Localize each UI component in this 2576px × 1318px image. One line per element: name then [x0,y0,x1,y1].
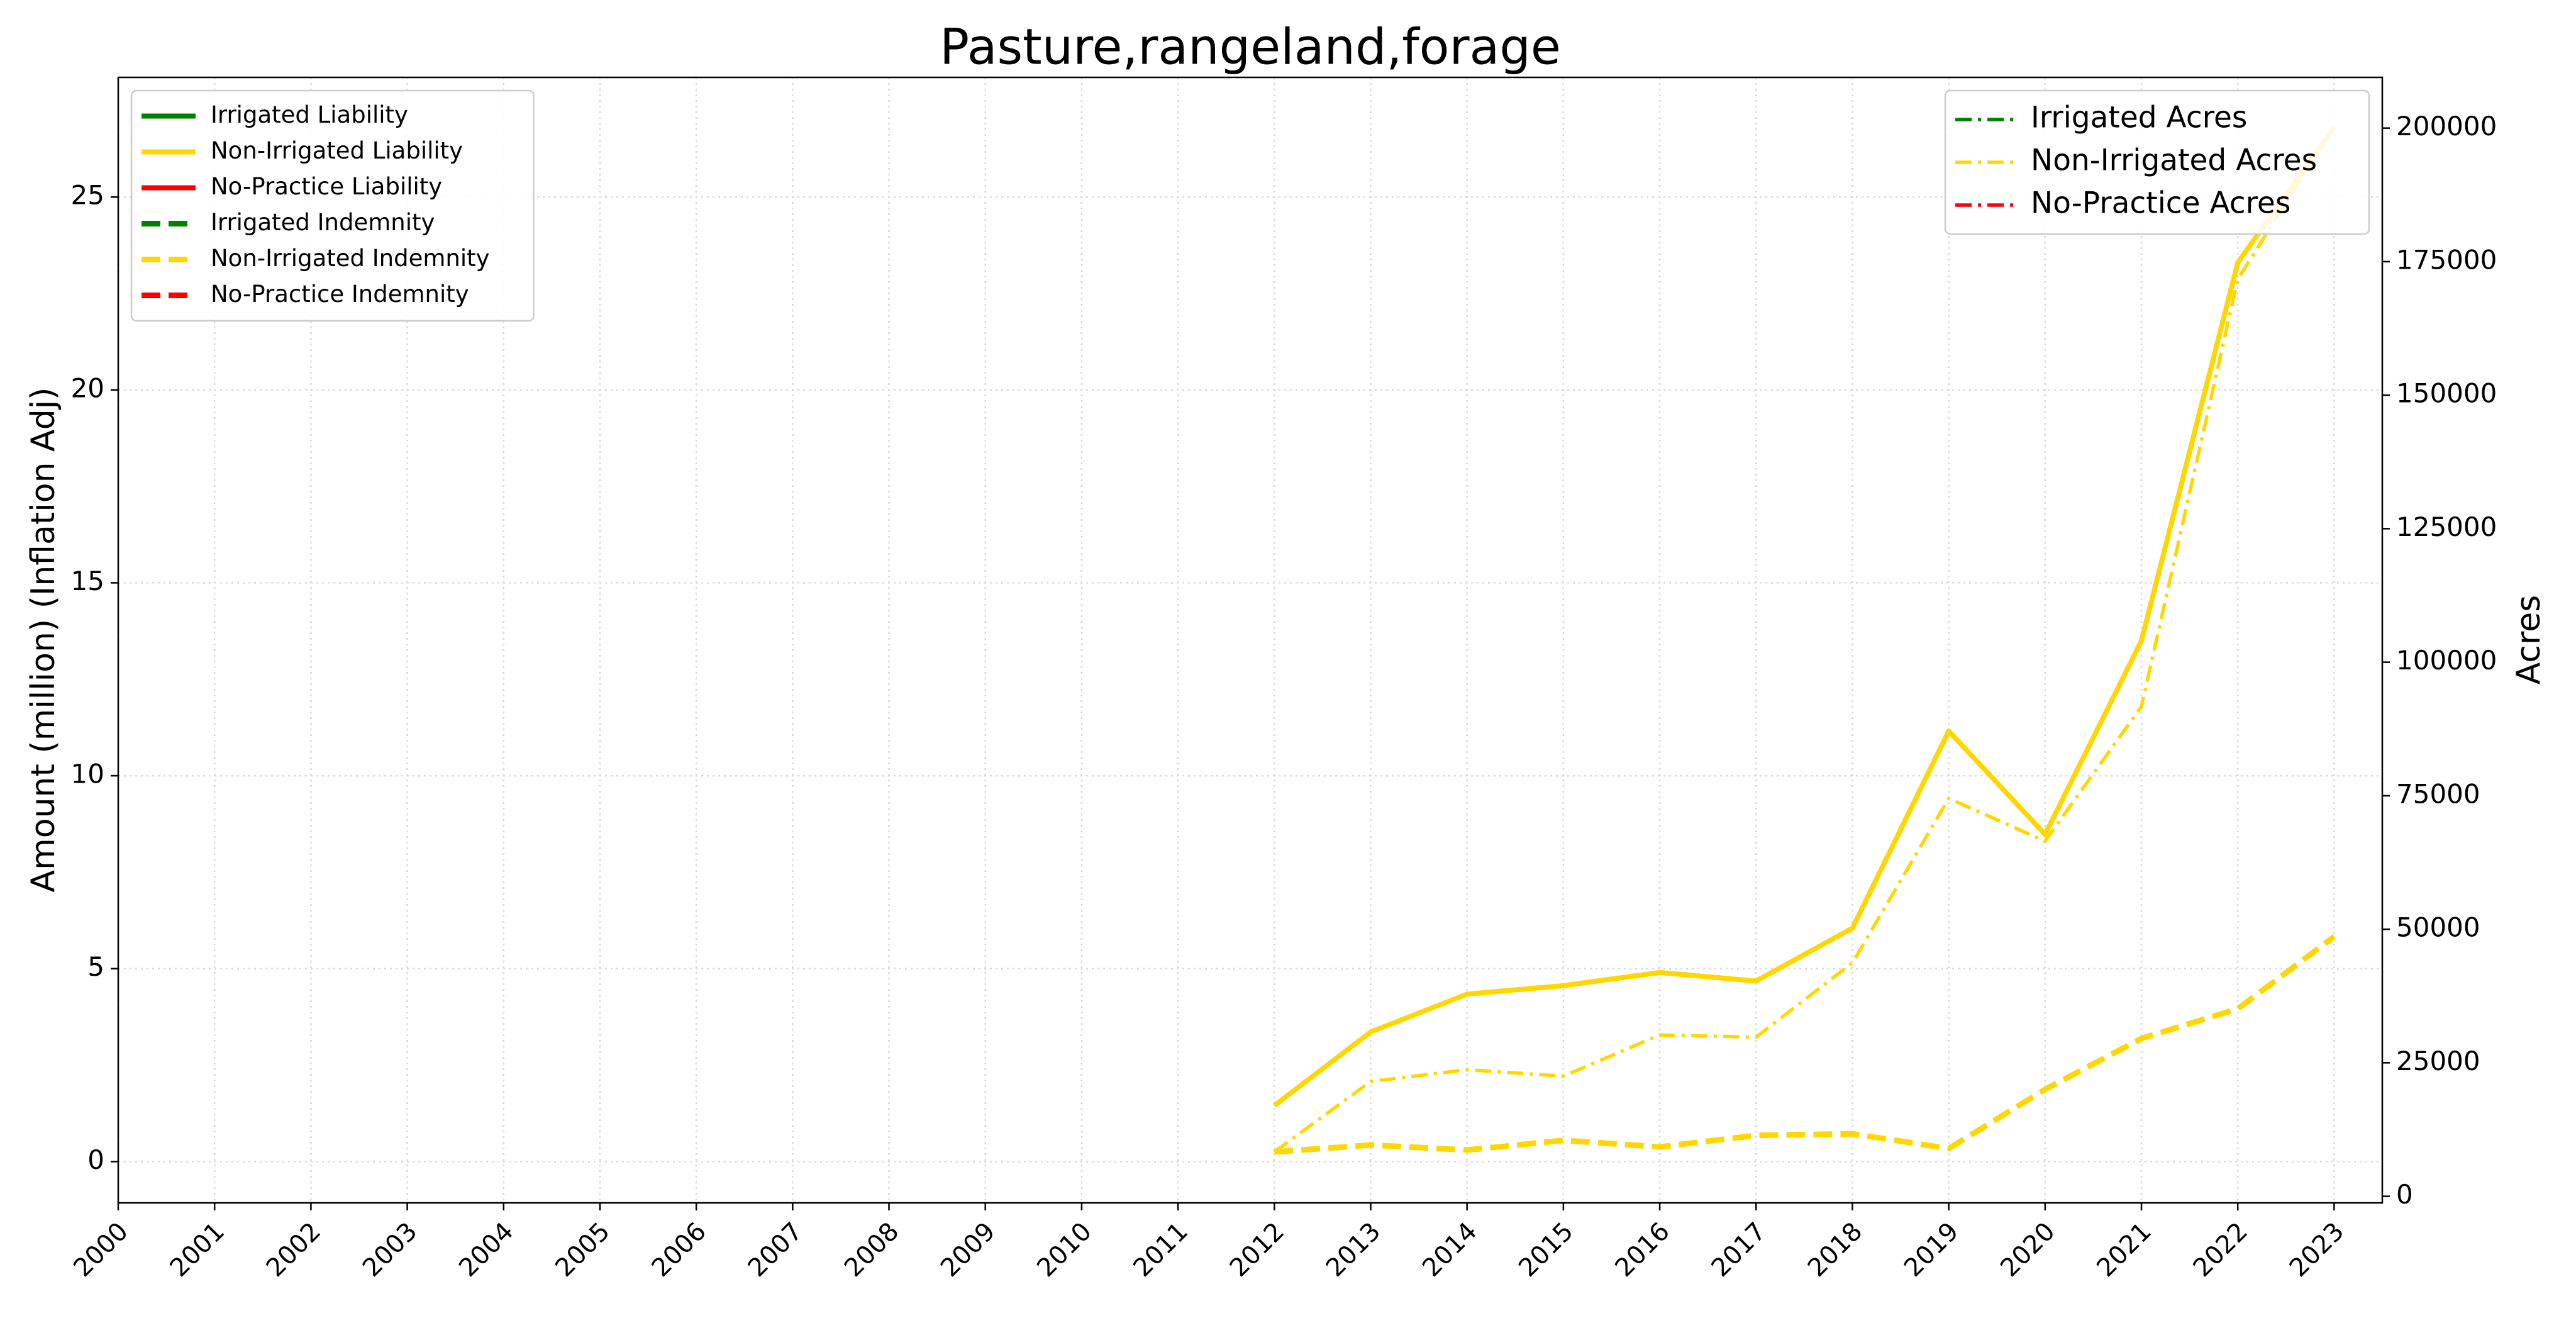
y2-tick-label: 175000 [2396,244,2497,275]
legend-label: No-Practice Indemnity [211,281,469,308]
legend: Irrigated Liability Non-Irrigated Liabili… [130,89,535,322]
y2-tick-label: 75000 [2396,778,2480,809]
chart-title: Pasture,rangeland,forage [940,19,1561,75]
y-tick-label: 20 [71,372,104,403]
y-tick-label: 5 [87,951,104,982]
y2-tick-label: 150000 [2396,378,2497,409]
legend-label: Irrigated Acres [2031,101,2247,135]
legend-label: No-Practice Liability [211,173,442,200]
y2-tick-label: 25000 [2396,1046,2480,1076]
legend-label: Non-Irrigated Acres [2031,143,2317,178]
y2-axis-label: Acres [2510,595,2548,685]
y2-tick-label: 0 [2396,1179,2413,1210]
y-tick-label: 0 [87,1144,104,1175]
y-tick-label: 15 [71,566,104,596]
series-line [1274,934,2336,1155]
y-tick-label: 25 [71,180,104,211]
legend-label: No-Practice Acres [2031,186,2290,221]
legend-label: Irrigated Liability [211,101,408,128]
y2-tick-label: 100000 [2396,645,2497,676]
legend-box [1944,89,2370,235]
y-tick-label: 10 [71,759,104,790]
y2-tick-label: 50000 [2396,912,2480,943]
legend-box [130,89,535,322]
y-axis-label: Amount (million) (Inflation Adj) [25,388,62,893]
series-line [1273,125,2336,1154]
y2-tick-label: 200000 [2396,111,2497,142]
series-line [1272,126,2336,1108]
plot-frame [117,76,2384,1204]
legend-label: Irrigated Indemnity [211,209,435,236]
y2-tick-label: 125000 [2396,511,2497,542]
legend-label: Non-Irrigated Liability [211,137,463,164]
legend: Irrigated Acres Non-Irrigated Acres No-Pra… [1944,89,2370,235]
legend-label: Non-Irrigated Indemnity [211,245,490,272]
